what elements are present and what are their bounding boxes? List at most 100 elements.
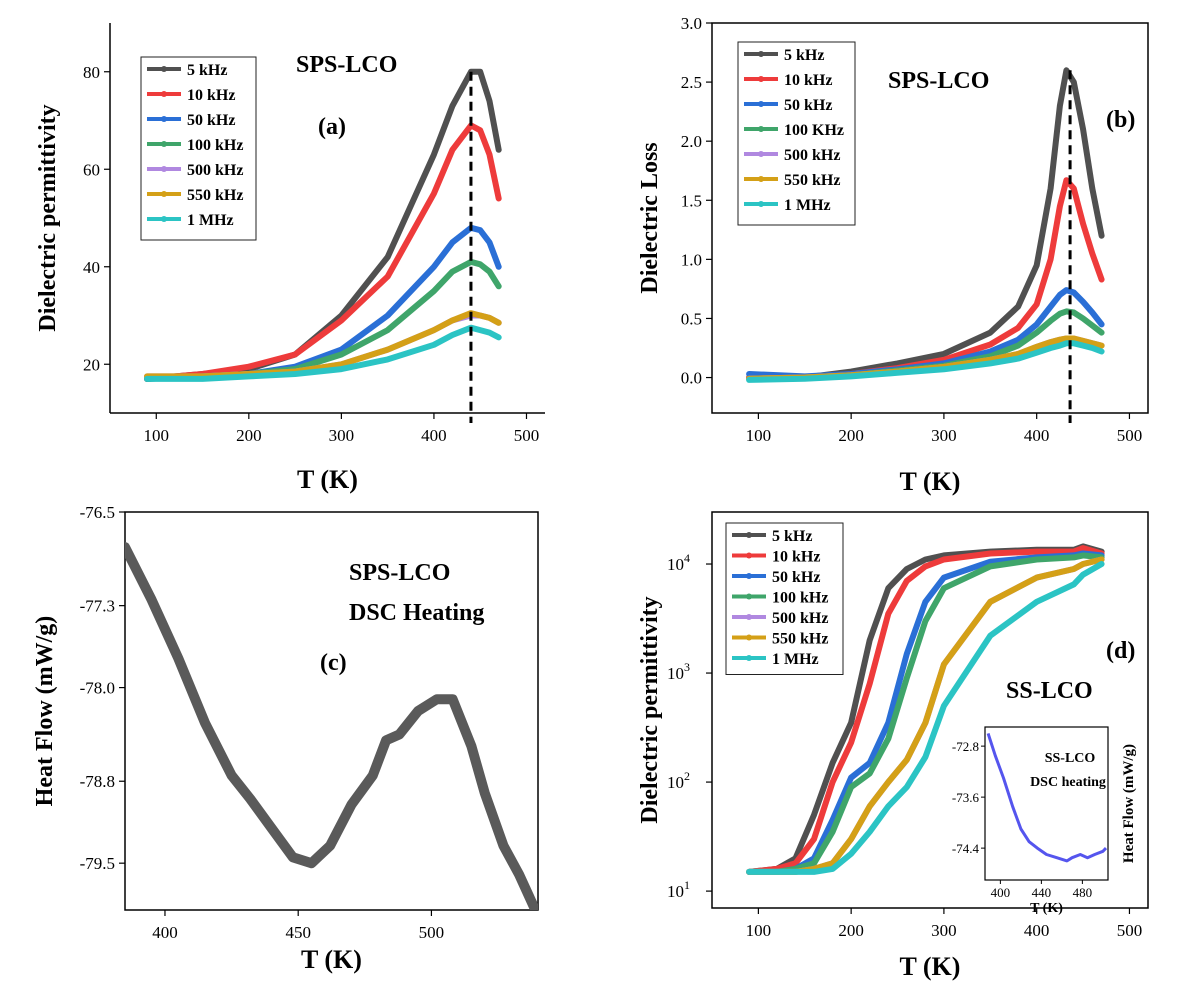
inset-sample-label: SS-LCO — [1045, 751, 1096, 766]
x-tick-label: 400 — [1024, 426, 1050, 445]
panel-b: 100 200 300 400 500 0.0 0.5 1.0 1.5 2.0 2.5 3.0 T (K… — [637, 14, 1149, 496]
legend-label: 1 MHz — [784, 197, 831, 214]
x-tick-label: 400 — [421, 426, 447, 445]
legend-label: 10 kHz — [784, 72, 832, 89]
series-line-0 — [125, 542, 538, 910]
sample-label: SPS-LCO — [888, 68, 989, 94]
y-tick-label: 0.0 — [681, 369, 702, 388]
y-tick-exponent: 4 — [684, 551, 690, 565]
y-tick-exponent: 1 — [684, 878, 690, 892]
sample-label: SPS-LCO — [296, 52, 397, 78]
sample-label-line2: DSC Heating — [349, 600, 484, 626]
y-tick-label: -78.8 — [80, 772, 115, 791]
inset-sample-label-line2: DSC heating — [1030, 775, 1106, 790]
legend-label: 550 kHz — [187, 187, 243, 204]
legend-label: 50 kHz — [187, 112, 235, 129]
legend-marker — [758, 201, 764, 207]
series-line-5 — [144, 310, 502, 380]
legend-marker — [161, 116, 167, 122]
y-axis-label: Dielectric permittivity — [637, 596, 663, 823]
y-tick-label: 2.0 — [681, 132, 702, 151]
legend-marker — [161, 216, 167, 222]
y-tick-label: 0.5 — [681, 309, 702, 328]
legend-marker — [746, 655, 752, 661]
y-tick-label: 60 — [83, 160, 100, 179]
inset-y-axis-label: Heat Flow (mW/g) — [1121, 744, 1137, 863]
legend-label: 50 kHz — [772, 569, 820, 586]
x-tick-label: 500 — [1117, 426, 1143, 445]
x-tick-label: 450 — [285, 923, 311, 942]
inset-y-tick-label: -73.6 — [952, 790, 980, 805]
legend-label: 10 kHz — [772, 549, 820, 566]
x-axis-label: T (K) — [900, 467, 961, 496]
inset-x-tick-label: 400 — [991, 885, 1011, 900]
inset-x-tick-label: 440 — [1032, 885, 1052, 900]
x-tick-label: 500 — [514, 426, 540, 445]
legend-label: 50 kHz — [784, 97, 832, 114]
legend-label: 1 MHz — [772, 651, 819, 668]
x-tick-label: 500 — [419, 923, 445, 942]
y-tick-label: 102 — [667, 769, 690, 792]
y-tick-label: 104 — [667, 551, 690, 574]
x-tick-label: 400 — [152, 923, 178, 942]
series-line-6 — [144, 324, 502, 382]
plot-frame — [711, 511, 1149, 909]
y-tick-label: 20 — [83, 355, 100, 374]
legend-marker — [746, 532, 752, 538]
y-tick-label: 101 — [667, 878, 690, 901]
panel-c: 400 450 500 -79.5 -78.8 -78.0 -77.3 -76.5 T (K) H… — [32, 503, 539, 974]
legend-marker — [758, 176, 764, 182]
legend-marker — [161, 166, 167, 172]
series-line-1 — [144, 122, 502, 382]
legend-label: 550 kHz — [784, 172, 840, 189]
legend-label: 100 KHz — [784, 122, 844, 139]
y-tick-label: -79.5 — [80, 854, 115, 873]
legend-box — [737, 41, 856, 226]
legend-label: 5 kHz — [772, 528, 812, 545]
x-axis-label: T (K) — [900, 952, 961, 981]
legend-label: 1 MHz — [187, 212, 234, 229]
x-axis-label: T (K) — [301, 945, 362, 974]
y-tick-label: 2.5 — [681, 73, 702, 92]
legend-marker — [758, 101, 764, 107]
legend-marker — [758, 51, 764, 57]
x-tick-label: 400 — [1024, 921, 1050, 940]
legend-box — [140, 56, 257, 241]
inset-x-tick-label: 480 — [1073, 885, 1093, 900]
legend-label: 5 kHz — [784, 47, 824, 64]
legend-label: 100 kHz — [187, 137, 243, 154]
x-tick-label: 100 — [746, 921, 772, 940]
y-axis-label: Dielectric permittivity — [35, 104, 61, 331]
x-tick-label: 200 — [236, 426, 262, 445]
inset-y-tick-label: -72.8 — [952, 739, 979, 754]
legend-marker — [758, 76, 764, 82]
series-line-2 — [144, 224, 502, 382]
y-axis-label: Heat Flow (mW/g) — [32, 616, 58, 807]
x-axis-label: T (K) — [297, 465, 358, 494]
plot-frame — [711, 22, 1149, 414]
legend-box — [725, 522, 844, 675]
legend-marker — [746, 593, 752, 600]
panel-d: 100 200 300 400 500 101 102 103 104 T (K) Dielectr… — [637, 511, 1149, 981]
y-tick-exponent: 3 — [684, 660, 690, 674]
x-tick-label: 300 — [329, 426, 355, 445]
legend-marker — [758, 126, 764, 132]
legend-label: 100 kHz — [772, 590, 828, 607]
y-tick-label: 103 — [667, 660, 690, 683]
panel-a: 100 200 300 400 500 20 40 60 80 T (K) Dielectric p… — [35, 23, 545, 494]
series-line-3 — [746, 552, 1105, 875]
legend-label: 10 kHz — [187, 87, 235, 104]
series-line-6 — [746, 340, 1105, 383]
y-tick-label: 80 — [83, 63, 100, 82]
inset-series-line — [986, 732, 1108, 863]
series-line-0 — [746, 67, 1105, 381]
sample-label: SS-LCO — [1006, 678, 1093, 704]
panel-label: (b) — [1106, 107, 1135, 133]
legend-marker — [758, 151, 764, 157]
legend-label: 5 kHz — [187, 62, 227, 79]
sample-label: SPS-LCO — [349, 560, 450, 586]
series-line-6 — [746, 561, 1105, 875]
x-tick-label: 300 — [931, 921, 957, 940]
y-axis-label: Dielectric Loss — [637, 142, 663, 293]
x-tick-label: 100 — [144, 426, 170, 445]
